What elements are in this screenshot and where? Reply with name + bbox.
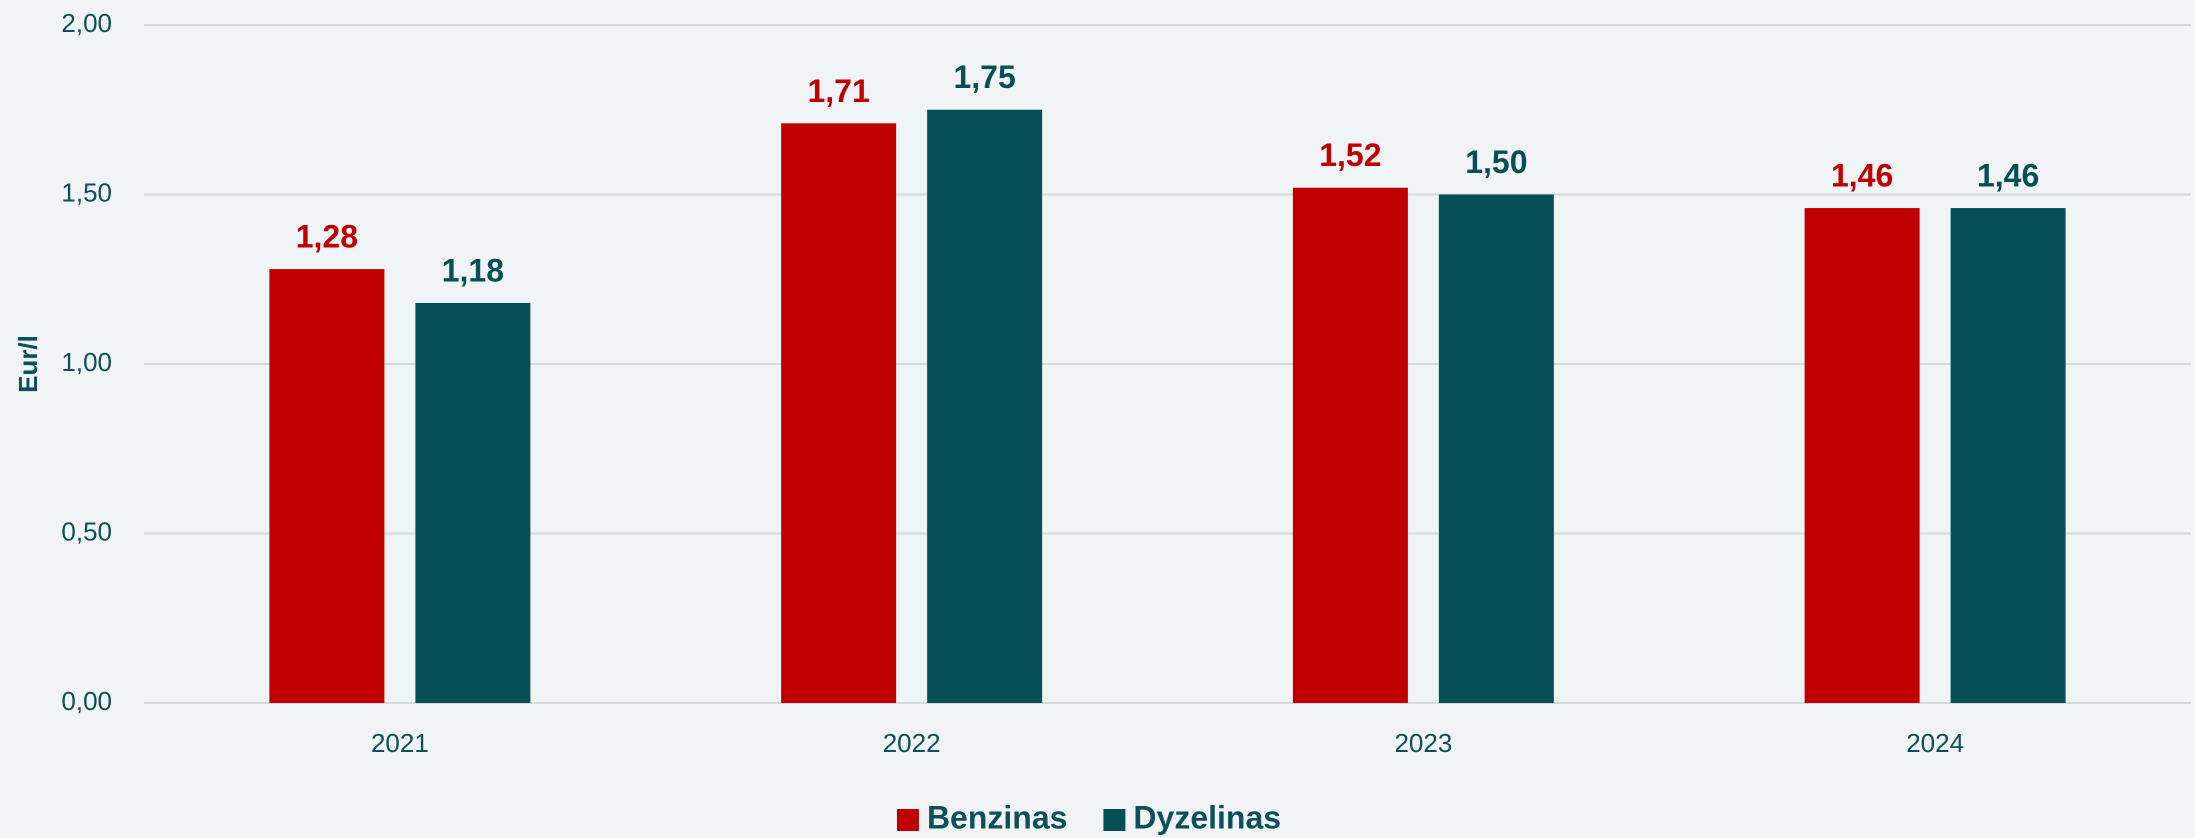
legend-item: Benzinas — [896, 799, 1067, 835]
data-label: 1,28 — [296, 219, 358, 255]
data-label: 1,71 — [807, 73, 869, 109]
x-tick-label: 2022 — [883, 728, 941, 758]
bar — [1438, 194, 1554, 703]
y-tick-label: 1,00 — [61, 347, 112, 377]
y-tick-label: 2,00 — [61, 8, 112, 38]
legend-label: Benzinas — [927, 799, 1067, 835]
y-axis-title: Eur/l — [13, 335, 43, 393]
legend-swatch — [896, 809, 919, 831]
bar — [781, 123, 897, 703]
y-tick-label: 0,50 — [61, 516, 112, 546]
bar — [269, 269, 385, 703]
x-tick-label: 2024 — [1906, 728, 1964, 758]
bar — [1292, 187, 1408, 704]
legend-label: Dyzelinas — [1133, 799, 1281, 835]
x-tick-label: 2021 — [371, 728, 429, 758]
data-label: 1,46 — [1977, 158, 2039, 194]
data-label: 1,75 — [953, 59, 1015, 95]
data-label: 1,52 — [1319, 137, 1381, 173]
legend-swatch — [1103, 809, 1126, 831]
bar — [1950, 208, 2066, 703]
x-tick-label: 2023 — [1394, 728, 1452, 758]
bar — [415, 302, 531, 703]
data-label: 1,18 — [442, 252, 504, 288]
data-label: 1,50 — [1465, 144, 1527, 180]
legend-item: Dyzelinas — [1103, 799, 1281, 835]
y-tick-label: 1,50 — [61, 177, 112, 207]
y-tick-label: 0,00 — [61, 686, 112, 716]
bar — [927, 109, 1043, 703]
data-label: 1,46 — [1831, 158, 1893, 194]
bar — [1804, 208, 1920, 703]
